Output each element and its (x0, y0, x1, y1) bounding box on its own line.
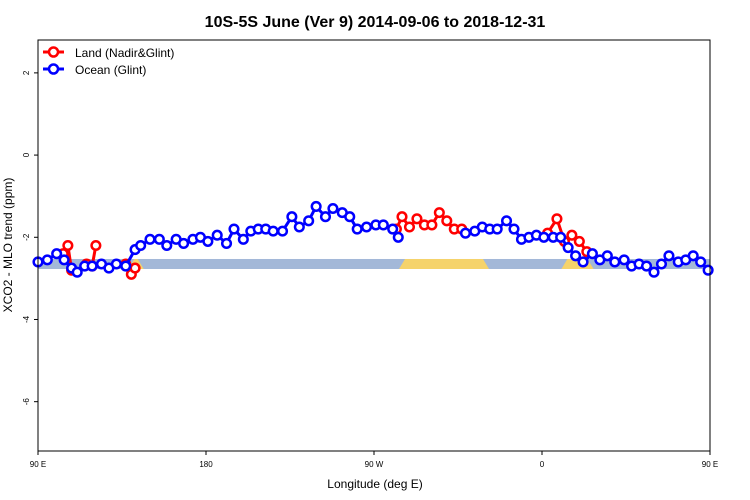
legend-item-ocean: Ocean (Glint) (43, 63, 146, 77)
y-tick-label: -6 (22, 398, 31, 406)
surface-bar-ocean (38, 258, 710, 269)
legend-label-ocean: Ocean (Glint) (75, 63, 146, 77)
series-0-point (573, 235, 585, 247)
series-1-point (228, 223, 240, 235)
series-layer (32, 200, 714, 280)
series-1-point (508, 223, 520, 235)
x-tick-label: 0 (540, 460, 545, 469)
series-1-point (220, 237, 233, 249)
series-1-point (319, 211, 332, 223)
legend-label-land: Land (Nadir&Glint) (75, 46, 174, 60)
series-1-point (178, 237, 190, 249)
series-1-point (144, 233, 156, 245)
series-1-point (601, 250, 613, 262)
y-tick-label: -2 (22, 233, 31, 241)
series-0-point (441, 215, 453, 227)
series-1-point (618, 254, 630, 266)
series-0-point (129, 262, 141, 274)
series-1-point (267, 225, 279, 237)
series-1-point (351, 223, 363, 235)
x-tick-label: 90 E (702, 460, 718, 469)
x-tick-label: 180 (199, 460, 213, 469)
series-0-point (403, 221, 416, 233)
series-0-point (433, 207, 445, 219)
series-1-point (135, 239, 147, 252)
series-0-point (566, 229, 578, 241)
series-1-point (41, 254, 53, 266)
y-axis: 2 0 -2 -4 -6 (22, 70, 38, 405)
series-1-point (695, 256, 707, 268)
series-0-point (396, 211, 408, 223)
series-1-point (86, 260, 98, 272)
series-1-point (286, 211, 298, 223)
legend: Land (Nadir&Glint) Ocean (Glint) (43, 46, 174, 77)
series-1-point (570, 250, 582, 262)
x-axis: 90 E 180 90 W 0 90 E (30, 451, 718, 469)
series-1-point (293, 221, 305, 233)
series-1-point (648, 266, 660, 278)
legend-item-land: Land (Nadir&Glint) (43, 46, 174, 60)
series-1-point (687, 250, 699, 262)
surface-bar-land-1 (399, 258, 489, 269)
series-1-point (640, 260, 653, 272)
series-1-point (577, 256, 589, 268)
series-1-point (120, 260, 132, 272)
series-0-point (62, 239, 74, 252)
series-1-point (58, 254, 70, 266)
series-1-point (392, 231, 404, 243)
series-1-point (491, 223, 503, 235)
y-tick-label: 2 (22, 70, 31, 75)
series-1-point (310, 200, 322, 213)
series-1-point (562, 242, 574, 254)
series-1-point (586, 248, 598, 260)
series-1-point (153, 233, 165, 245)
series-1-point (110, 258, 122, 270)
series-1-point (360, 221, 373, 233)
y-tick-label: -4 (22, 315, 31, 323)
series-1-point (459, 227, 472, 239)
series-0-point (426, 219, 438, 231)
series-1-point (663, 250, 675, 262)
series-1-point (500, 215, 513, 227)
chart-title: 10S-5S June (Ver 9) 2014-09-06 to 2018-1… (205, 14, 546, 31)
series-1-point (609, 256, 621, 268)
x-tick-label: 90 W (365, 460, 384, 469)
series-1-point (702, 264, 714, 276)
series-1-point (655, 258, 668, 270)
series-1-point (202, 235, 214, 247)
series-1 (32, 200, 714, 278)
y-axis-label: XCO2 - MLO trend (ppm) (1, 178, 15, 313)
series-0-point (551, 213, 563, 225)
series-1-point (555, 231, 567, 243)
x-tick-label: 90 E (30, 460, 46, 469)
series-1-point (387, 223, 399, 235)
series-1-point (344, 211, 356, 223)
series-0-point (411, 213, 423, 225)
series-1-point (327, 202, 339, 215)
x-axis-label: Longitude (deg E) (327, 477, 422, 491)
series-1-point (377, 219, 389, 231)
y-tick-label: 0 (22, 152, 31, 157)
series-1-point (538, 231, 550, 243)
series-1-point (211, 229, 223, 241)
series-1-point (161, 239, 173, 252)
series-1-point (237, 233, 249, 245)
series-1-point (303, 215, 315, 227)
series-1-point (71, 266, 83, 278)
series-1-point (276, 225, 289, 237)
series-0-point (90, 239, 102, 252)
series-1-point (51, 248, 63, 260)
